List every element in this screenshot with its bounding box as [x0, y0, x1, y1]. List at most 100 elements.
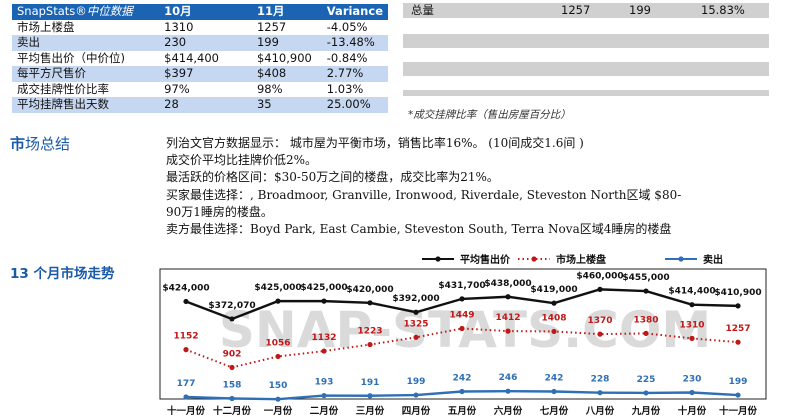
data-label: 199 [729, 377, 748, 387]
col-var-header: Variance [321, 4, 388, 20]
legend-item: 市场上楼盘 [518, 253, 606, 266]
table-row: 市场上楼盘 1310 1257 -4.05% [12, 19, 388, 35]
row-var: 2.77% [321, 66, 388, 82]
data-point [505, 388, 511, 394]
trend-title: 13 个月市场走势 [10, 266, 115, 282]
data-label: 242 [453, 374, 472, 384]
data-point [689, 302, 695, 308]
summary-title: 市场总结 [10, 133, 70, 154]
totals-listings: 1257 [561, 3, 591, 17]
row-prev: 230 [159, 35, 252, 51]
data-label: $424,000 [162, 283, 209, 293]
data-label: 177 [177, 379, 196, 389]
data-label: 1223 [357, 327, 382, 337]
data-point [275, 298, 281, 304]
row-prev: $414,400 [159, 50, 252, 66]
data-point [643, 330, 649, 337]
x-tick-label: 五月份 [448, 405, 477, 417]
data-label: $455,000 [622, 273, 669, 283]
x-tick-label: 十月份 [678, 405, 707, 417]
data-point [643, 288, 649, 294]
data-label: 1310 [679, 320, 704, 330]
data-label: $460,000 [576, 271, 623, 281]
data-point [321, 392, 327, 399]
data-label: 230 [683, 375, 702, 385]
data-point [459, 388, 465, 395]
row-var: -13.48% [321, 35, 388, 51]
summary-line: 列治文官方数据显示： 城市屋为平衡市场，销售比率16%。 (10间成交1.6间 … [166, 136, 584, 150]
legend-item: 卖出 [665, 253, 723, 266]
data-label: 1132 [311, 333, 336, 343]
data-label: 1152 [173, 332, 198, 342]
x-tick-label: 六月份 [494, 405, 523, 417]
summary-line: 最活跃的价格区间：$30-50万之间的楼盘，成交比率为21%。 [166, 170, 499, 185]
chart-frame [159, 268, 767, 400]
series-layer: $424,000$372,070$425,000$425,000$420,000… [162, 271, 762, 402]
row-curr: 35 [251, 97, 322, 113]
table-row: 平均挂牌售出天数 28 35 25.00% [12, 97, 388, 113]
data-point [689, 389, 695, 396]
data-label: $392,000 [392, 294, 439, 304]
data-label: 150 [269, 381, 288, 391]
row-prev: $397 [159, 66, 252, 82]
data-label: $431,700 [438, 281, 485, 291]
data-label: $425,000 [254, 283, 301, 293]
data-label: 242 [545, 374, 564, 384]
series-1: $424,000$372,070$425,000$425,000$420,000… [162, 271, 762, 322]
data-point [229, 395, 235, 402]
data-point [413, 309, 419, 315]
data-point [183, 347, 189, 353]
data-point [597, 390, 603, 396]
summary-title-rest: 场总结 [25, 135, 71, 153]
row-prev: 28 [159, 97, 252, 113]
data-point [275, 396, 281, 402]
x-tick-label: 十一月份 [167, 405, 206, 417]
data-label: $410,900 [714, 288, 761, 298]
x-tick-label: 一月份 [264, 405, 293, 417]
data-point [643, 390, 649, 396]
x-tick-label: 三月份 [356, 405, 385, 417]
data-label: $372,070 [208, 301, 255, 311]
data-label: 1408 [541, 313, 566, 323]
x-tick-label: 十二月份 [213, 405, 252, 417]
data-label: $425,000 [300, 283, 347, 293]
totals-ratio: 15.83% [701, 3, 745, 17]
data-point [413, 334, 419, 340]
table-row: 每平方尺售价 $397 $408 2.77% [12, 66, 388, 82]
summary-line: 成交价平均比挂牌价低2%。 [166, 153, 318, 168]
data-point [367, 341, 373, 348]
data-label: 1370 [587, 316, 612, 326]
row-curr: 199 [251, 35, 322, 51]
x-tick-label: 九月份 [631, 405, 661, 417]
x-axis: 十一月份 十二月份 一月份 二月份 三月份 四月份 五月份 六月份 七月份 八月份 九月份 十月份 十一… [167, 405, 758, 417]
ratio-caption: *成交挂牌比率（售出房屋百分比） [408, 109, 571, 121]
totals-sold: 199 [629, 3, 651, 17]
legend-marker [678, 256, 684, 262]
data-label: $420,000 [346, 285, 393, 295]
data-point [459, 325, 465, 332]
x-tick-label: 二月份 [310, 405, 339, 417]
summary-line: 90万1睡房的楼盘。 [166, 204, 273, 219]
stats-header-row: SnapStats®中位数据 10月 11月 Variance [12, 4, 388, 20]
chart-legend: 平均售出价 市场上楼盘 卖出 [422, 253, 723, 266]
data-point [321, 298, 327, 304]
series-2: 1152 902 1056 1132 1223 1325 1449 1412 1408 1370 1… [173, 310, 751, 371]
data-point [689, 335, 695, 341]
data-label: 228 [591, 375, 610, 385]
data-label: $414,400 [668, 287, 715, 297]
legend-label: 平均售出价 [460, 253, 511, 266]
table-row: 平均售出价（中价位) $414,400 $410,900 -0.84% [12, 50, 388, 66]
data-point [367, 393, 373, 399]
legend-marker [435, 256, 441, 262]
data-label: 1412 [495, 313, 520, 323]
row-var: 25.00% [321, 97, 388, 113]
data-point [735, 339, 741, 345]
table-row: 卖出 230 199 -13.48% [12, 35, 388, 51]
summary-text: 列治文官方数据显示： 城市屋为平衡市场，销售比率16%。 (10间成交1.6间 … [166, 135, 726, 238]
x-tick-label: 十一月份 [719, 405, 758, 417]
series-3: 177 158 150 193 191 199 242 246 242 228 225 230 199 [177, 373, 748, 402]
summary-title-bold: 市 [10, 135, 26, 153]
data-point [183, 298, 189, 305]
data-label: 1056 [265, 338, 290, 348]
